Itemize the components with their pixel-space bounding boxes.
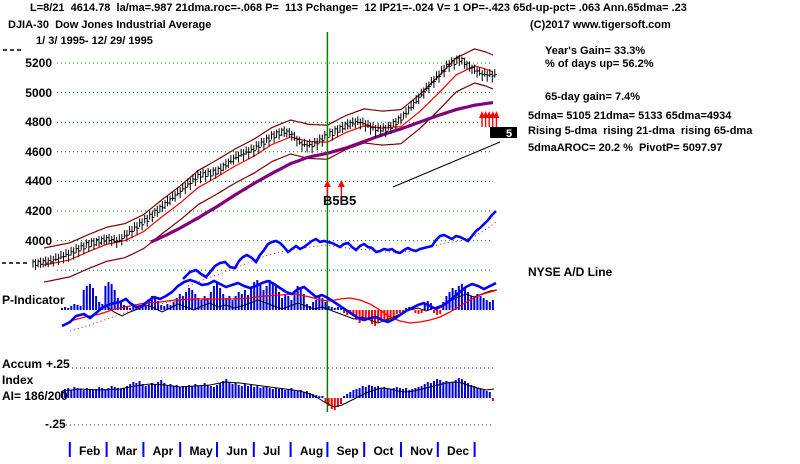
y-axis-label: 4800 <box>25 115 52 130</box>
p-indicator-black-line <box>97 289 497 324</box>
month-label: Sep <box>336 444 359 458</box>
accum-label: Accum <box>2 357 43 371</box>
plus-25-label: +.25 <box>46 357 70 371</box>
index-label: Index <box>2 373 34 387</box>
buy-arrow-icon <box>337 180 345 187</box>
minus-25-label: -.25 <box>45 417 66 431</box>
y-axis-label: 4600 <box>25 144 52 159</box>
status-line: L=8/21 4614.78 la/ma=.987 21dma.roc=-.06… <box>30 2 687 14</box>
aroc-pivot-stat: 5dmaAROC= 20.2 % PivotP= 5097.97 <box>528 142 723 154</box>
buy-signal-b5-label: B5B5 <box>323 193 357 208</box>
y-axis-label: 4400 <box>25 174 52 189</box>
pct-days-up-stat: % of days up= 56.2% <box>545 58 654 70</box>
ma21-line <box>43 65 494 266</box>
buy-arrow-icon <box>493 111 500 118</box>
ai-value-label: AI= 186/200 <box>2 389 68 403</box>
date-range: 1/ 3/ 1995- 12/ 29/ 1995 <box>36 35 153 47</box>
month-label: Feb <box>79 444 101 458</box>
month-label: Dec <box>447 444 470 458</box>
upper-band-line <box>43 48 494 249</box>
month-label: Apr <box>152 444 174 458</box>
copyright-text: (C)2017 www.tigersoft.com <box>530 19 671 31</box>
chart-title: DJIA-30 Dow Jones Industrial Average <box>8 19 212 31</box>
dma-values-stat: 5dma= 5105 21dma= 5133 65dma=4934 <box>528 110 732 122</box>
ad-dotted-line <box>187 221 497 287</box>
month-label: Nov <box>410 444 433 458</box>
y-axis-label: 4200 <box>25 204 52 218</box>
years-gain-stat: Year's Gain= 33.3% <box>545 45 646 57</box>
trendline <box>392 141 501 188</box>
p-indicator-label: P-Indicator <box>2 293 65 307</box>
y-axis-label: 4000 <box>25 233 52 248</box>
y-axis-label: 5000 <box>25 85 52 100</box>
month-label: Aug <box>299 444 324 458</box>
month-label: Oct <box>373 444 394 458</box>
ad-line-label: NYSE A/D Line <box>528 265 613 279</box>
month-label: Mar <box>115 444 138 458</box>
month-label: Jun <box>226 444 248 458</box>
ma65-line <box>150 101 494 244</box>
dma-trends-stat: Rising 5-dma rising 21-dma rising 65-dma <box>528 125 753 137</box>
p-indicator-red-line <box>69 289 498 324</box>
month-label: May <box>189 444 213 458</box>
signal-blob-digit: 5 <box>506 128 512 140</box>
p-indicator-blue-line <box>61 278 497 328</box>
month-label: Jul <box>263 444 281 458</box>
lower-band-line <box>43 82 494 283</box>
accum-black-line <box>61 381 495 408</box>
buy-arrow-icon <box>323 180 331 187</box>
y-axis-label: 5200 <box>25 56 52 70</box>
ad-line <box>182 210 497 280</box>
gain-65day-stat: 65-day gain= 7.4% <box>545 91 641 103</box>
signal-blob <box>490 127 517 138</box>
